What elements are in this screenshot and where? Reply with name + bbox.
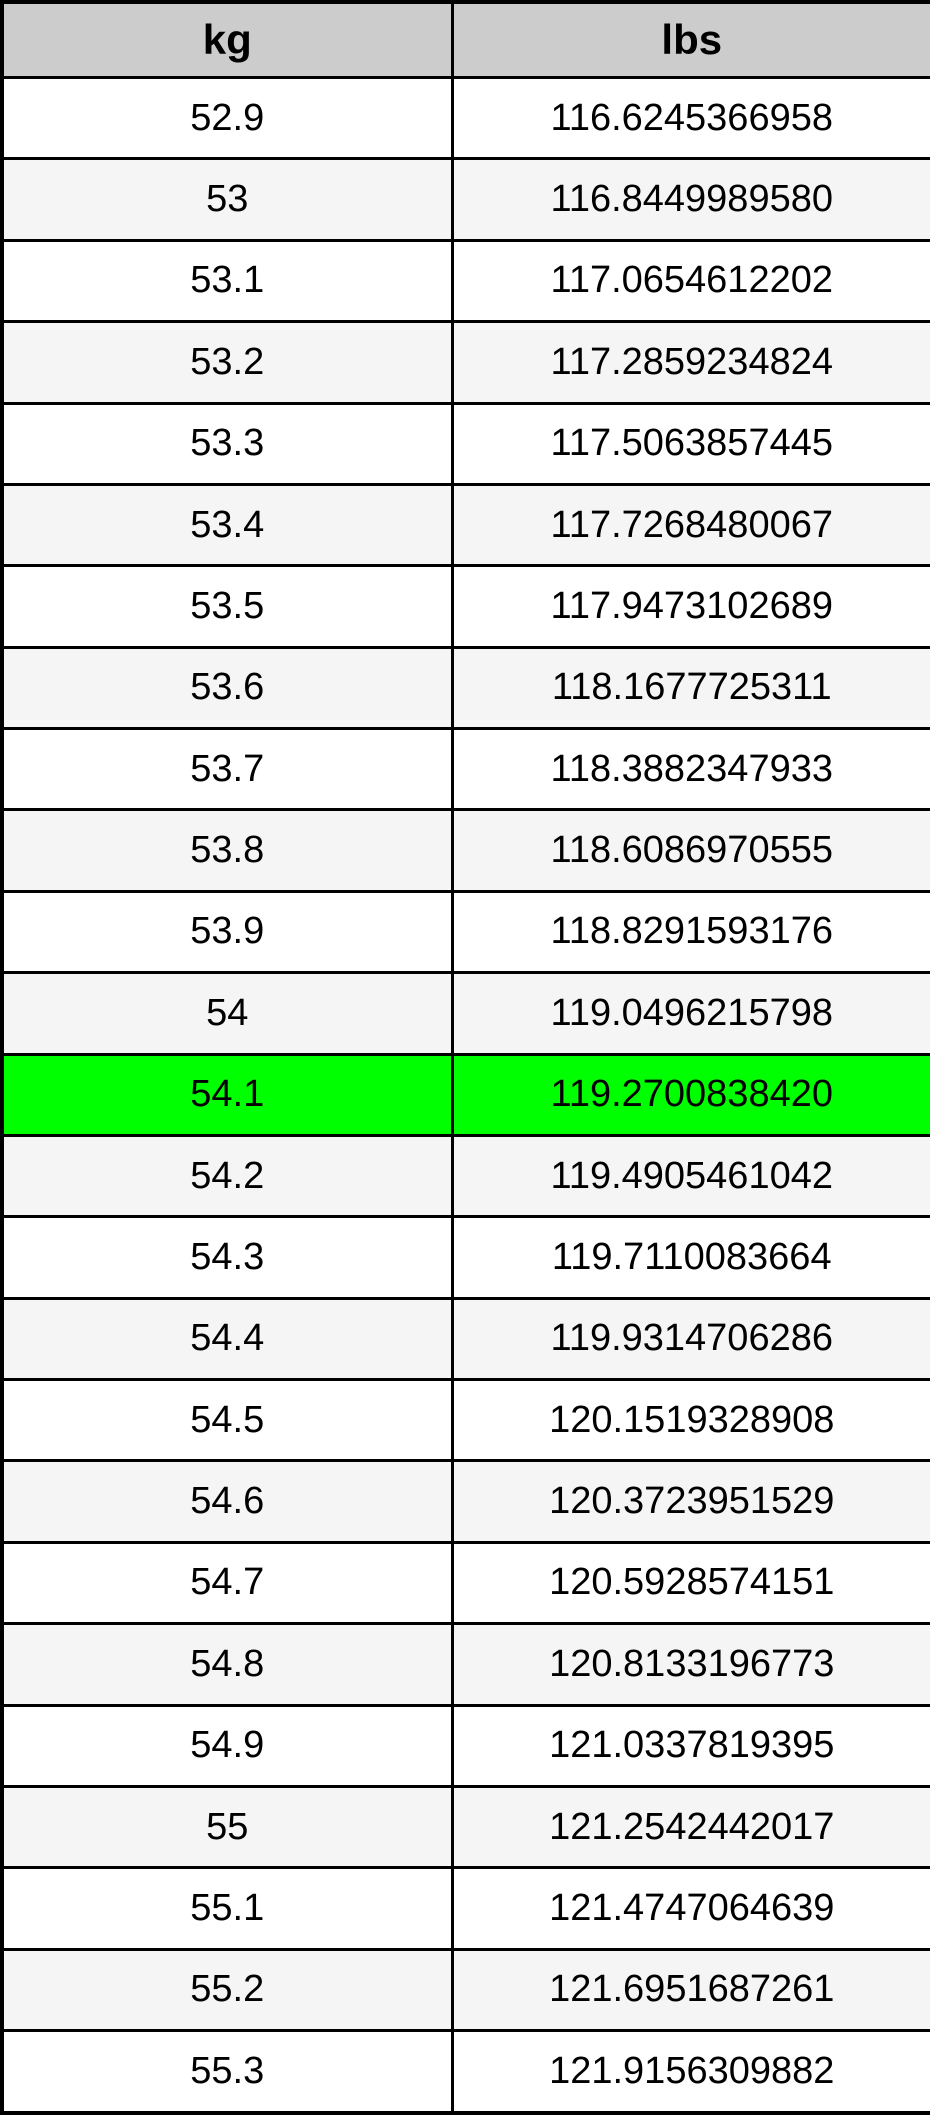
table-row: 54.5 120.1519328908: [0, 1377, 930, 1463]
table-row: 53.6 118.1677725311: [0, 645, 930, 731]
kg-cell: 55.3: [0, 2029, 454, 2115]
highlighted-row: 54.1 119.2700838420: [0, 1052, 930, 1137]
kg-cell: 54.5: [0, 1377, 454, 1463]
table-body: 52.9 116.6245366958 53 116.8449989580 53…: [0, 75, 930, 2115]
table-row: 55.3 121.9156309882: [0, 2029, 930, 2115]
table-header: kg lbs: [0, 0, 930, 79]
kg-cell: 55.1: [0, 1866, 454, 1951]
lbs-cell: 117.5063857445: [450, 401, 930, 486]
header-row: kg lbs: [0, 0, 930, 79]
table-row: 53.2 117.2859234824: [0, 320, 930, 405]
table-row: 54.3 119.7110083664: [0, 1215, 930, 1300]
lbs-cell: 117.7268480067: [450, 482, 930, 568]
table-row: 54.6 120.3723951529: [0, 1459, 930, 1544]
table-row: 53.3 117.5063857445: [0, 401, 930, 486]
lbs-cell: 118.8291593176: [450, 889, 930, 975]
lbs-cell: 120.3723951529: [450, 1459, 930, 1544]
kg-cell: 53.5: [0, 564, 454, 649]
table-row: 54 119.0496215798: [0, 971, 930, 1056]
kg-cell: 55.2: [0, 1947, 454, 2033]
lbs-cell: 121.0337819395: [450, 1703, 930, 1788]
lbs-cell: 119.2700838420: [450, 1052, 930, 1137]
lbs-cell: 116.8449989580: [450, 157, 930, 242]
kg-cell: 54.7: [0, 1540, 454, 1626]
kg-cell: 53.6: [0, 645, 454, 731]
table-row: 54.9 121.0337819395: [0, 1703, 930, 1788]
table-row: 54.7 120.5928574151: [0, 1540, 930, 1626]
table-row: 53.1 117.0654612202: [0, 238, 930, 324]
table-row: 54.2 119.4905461042: [0, 1133, 930, 1219]
kg-cell: 54.6: [0, 1459, 454, 1544]
kg-cell: 54.8: [0, 1622, 454, 1707]
lbs-cell: 120.1519328908: [450, 1377, 930, 1463]
table-row: 53.7 118.3882347933: [0, 726, 930, 812]
table-row: 53 116.8449989580: [0, 157, 930, 242]
table-row: 53.4 117.7268480067: [0, 482, 930, 568]
table-row: 52.9 116.6245366958: [0, 75, 930, 161]
kg-header-cell: kg: [0, 0, 454, 79]
kg-cell: 53: [0, 157, 454, 242]
table-row: 55 121.2542442017: [0, 1784, 930, 1870]
table-row: 53.5 117.9473102689: [0, 564, 930, 649]
lbs-cell: 121.9156309882: [450, 2029, 930, 2115]
table-row: 55.1 121.4747064639: [0, 1866, 930, 1951]
lbs-cell: 117.9473102689: [450, 564, 930, 649]
kg-cell: 54.9: [0, 1703, 454, 1788]
lbs-cell: 119.0496215798: [450, 971, 930, 1056]
lbs-header-cell: lbs: [450, 0, 930, 79]
lbs-cell: 117.0654612202: [450, 238, 930, 324]
lbs-cell: 120.8133196773: [450, 1622, 930, 1707]
lbs-cell: 117.2859234824: [450, 320, 930, 405]
lbs-cell: 119.4905461042: [450, 1133, 930, 1219]
lbs-cell: 120.5928574151: [450, 1540, 930, 1626]
kg-cell: 53.9: [0, 889, 454, 975]
lbs-cell: 121.4747064639: [450, 1866, 930, 1951]
kg-cell: 54.3: [0, 1215, 454, 1300]
kg-cell: 53.1: [0, 238, 454, 324]
lbs-cell: 116.6245366958: [450, 75, 930, 161]
kg-cell: 53.2: [0, 320, 454, 405]
kg-cell: 53.7: [0, 726, 454, 812]
table-row: 54.8 120.8133196773: [0, 1622, 930, 1707]
kg-cell: 54.4: [0, 1296, 454, 1382]
kg-cell: 54.1: [0, 1052, 454, 1137]
lbs-cell: 119.7110083664: [450, 1215, 930, 1300]
table-row: 54.4 119.9314706286: [0, 1296, 930, 1382]
kg-cell: 54.2: [0, 1133, 454, 1219]
table-row: 53.9 118.8291593176: [0, 889, 930, 975]
kg-cell: 53.4: [0, 482, 454, 568]
table-row: 53.8 118.6086970555: [0, 808, 930, 893]
lbs-cell: 121.6951687261: [450, 1947, 930, 2033]
kg-cell: 54: [0, 971, 454, 1056]
lbs-cell: 118.6086970555: [450, 808, 930, 893]
table-row: 55.2 121.6951687261: [0, 1947, 930, 2033]
kg-cell: 52.9: [0, 75, 454, 161]
lbs-cell: 118.1677725311: [450, 645, 930, 731]
kg-cell: 53.8: [0, 808, 454, 893]
lbs-cell: 119.9314706286: [450, 1296, 930, 1382]
kg-cell: 55: [0, 1784, 454, 1870]
lbs-cell: 118.3882347933: [450, 726, 930, 812]
lbs-cell: 121.2542442017: [450, 1784, 930, 1870]
kg-cell: 53.3: [0, 401, 454, 486]
